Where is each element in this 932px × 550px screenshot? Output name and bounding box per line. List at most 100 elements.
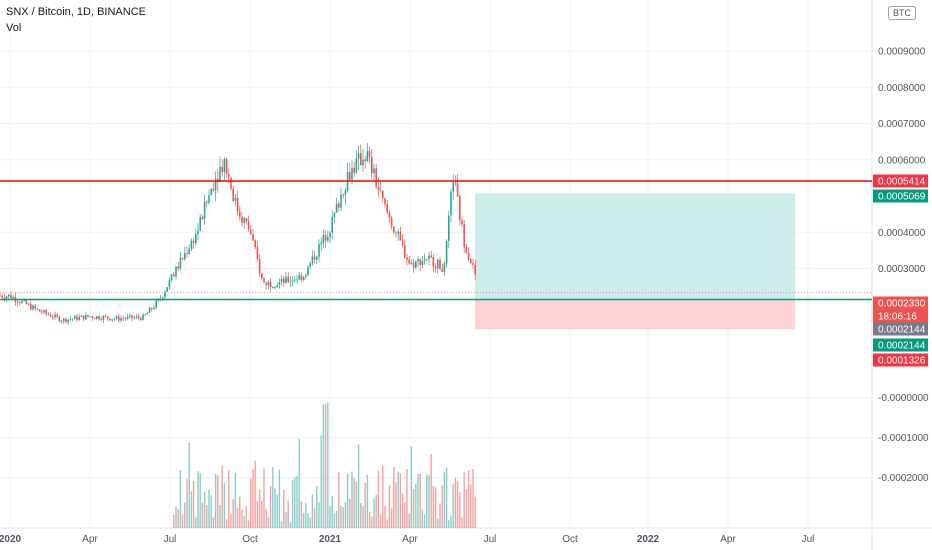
candle xyxy=(71,318,74,320)
candle xyxy=(96,316,98,319)
candle xyxy=(184,253,186,259)
candle xyxy=(195,233,197,243)
candle xyxy=(142,314,144,320)
candle xyxy=(305,275,307,278)
volume-bar xyxy=(351,471,353,528)
candle xyxy=(137,316,140,318)
volume-bar xyxy=(276,494,278,528)
candle xyxy=(393,226,395,233)
candle xyxy=(232,188,234,201)
volume-bar xyxy=(472,469,474,528)
volume-bar xyxy=(265,508,267,528)
currency-button[interactable]: BTC xyxy=(888,6,916,20)
candle xyxy=(452,182,454,192)
candle xyxy=(177,266,179,269)
volume-bar xyxy=(386,519,388,528)
volume-bar xyxy=(470,484,472,528)
candle xyxy=(261,273,263,279)
candle xyxy=(298,275,300,280)
volume-bar xyxy=(269,486,272,528)
volume-bar xyxy=(331,496,333,528)
volume-bar xyxy=(338,472,340,528)
volume-bar xyxy=(463,472,465,528)
volume-bar xyxy=(329,505,331,528)
candle xyxy=(263,278,265,283)
price-tag-text: 0.0005069 xyxy=(878,192,926,203)
time-tick-label: Jul xyxy=(164,534,177,545)
volume-bar xyxy=(335,510,338,528)
volume-bar xyxy=(302,512,305,528)
volume-bar xyxy=(415,484,417,528)
candle xyxy=(203,201,206,220)
volume-bar xyxy=(322,404,325,528)
volume-bar xyxy=(206,505,208,528)
candle xyxy=(67,319,69,323)
candle xyxy=(289,281,292,282)
price-tag-text: 0.0001326 xyxy=(878,356,926,367)
volume-bar xyxy=(175,506,177,528)
candle xyxy=(36,308,39,310)
volume-bar xyxy=(177,509,179,528)
volume-bar xyxy=(298,438,300,528)
volume-bar xyxy=(283,489,285,528)
candle xyxy=(8,294,10,297)
volume-bar xyxy=(313,508,316,528)
time-tick-label: Jul xyxy=(484,534,497,545)
candle xyxy=(432,257,435,267)
volume-bar xyxy=(186,478,188,528)
volume-bar xyxy=(384,506,386,528)
candle xyxy=(423,259,426,261)
candle xyxy=(236,198,239,212)
volume-bar xyxy=(285,512,287,528)
candle xyxy=(146,312,149,315)
volume-bar xyxy=(419,474,421,528)
price-tag-text: 0.0005414 xyxy=(878,177,926,188)
candle xyxy=(155,300,157,308)
candle xyxy=(386,204,388,213)
candle xyxy=(274,287,276,288)
volume-bar xyxy=(428,475,430,528)
candle xyxy=(463,224,465,248)
candle xyxy=(329,232,331,238)
candle xyxy=(122,318,124,320)
volume-bar xyxy=(280,521,283,528)
volume-bar xyxy=(379,515,382,528)
candle xyxy=(448,215,450,241)
volume-bar xyxy=(421,509,424,528)
price-tick-label: 0.0006000 xyxy=(878,155,926,166)
volume-bar xyxy=(289,521,292,528)
candle xyxy=(441,269,443,272)
candle xyxy=(1,295,3,298)
candle xyxy=(54,314,56,318)
candle xyxy=(173,274,175,277)
candle xyxy=(34,305,36,309)
volume-bar xyxy=(219,504,221,528)
volume-bar xyxy=(417,473,419,528)
candle xyxy=(52,316,54,318)
time-tick-label: Oct xyxy=(242,534,258,545)
volume-bar xyxy=(360,503,362,528)
time-tick-label: Jul xyxy=(802,534,815,545)
candle xyxy=(192,240,195,243)
candle xyxy=(0,295,1,297)
candle xyxy=(366,151,369,162)
volume-bar xyxy=(208,489,210,528)
candle xyxy=(126,316,129,319)
candle xyxy=(27,303,30,305)
candle xyxy=(399,231,402,241)
candle xyxy=(228,174,230,178)
volume-bar xyxy=(278,469,281,528)
volume-bar xyxy=(430,453,432,528)
candle xyxy=(63,318,65,322)
volume-bar xyxy=(445,467,448,528)
candle xyxy=(82,315,85,320)
price-tag-countdown xyxy=(873,309,928,323)
candle xyxy=(74,316,76,319)
volume-bar xyxy=(461,517,463,528)
volume-bar xyxy=(404,502,406,528)
volume-bar xyxy=(201,502,204,528)
volume-bar xyxy=(197,471,199,528)
volume-bar xyxy=(287,500,289,528)
